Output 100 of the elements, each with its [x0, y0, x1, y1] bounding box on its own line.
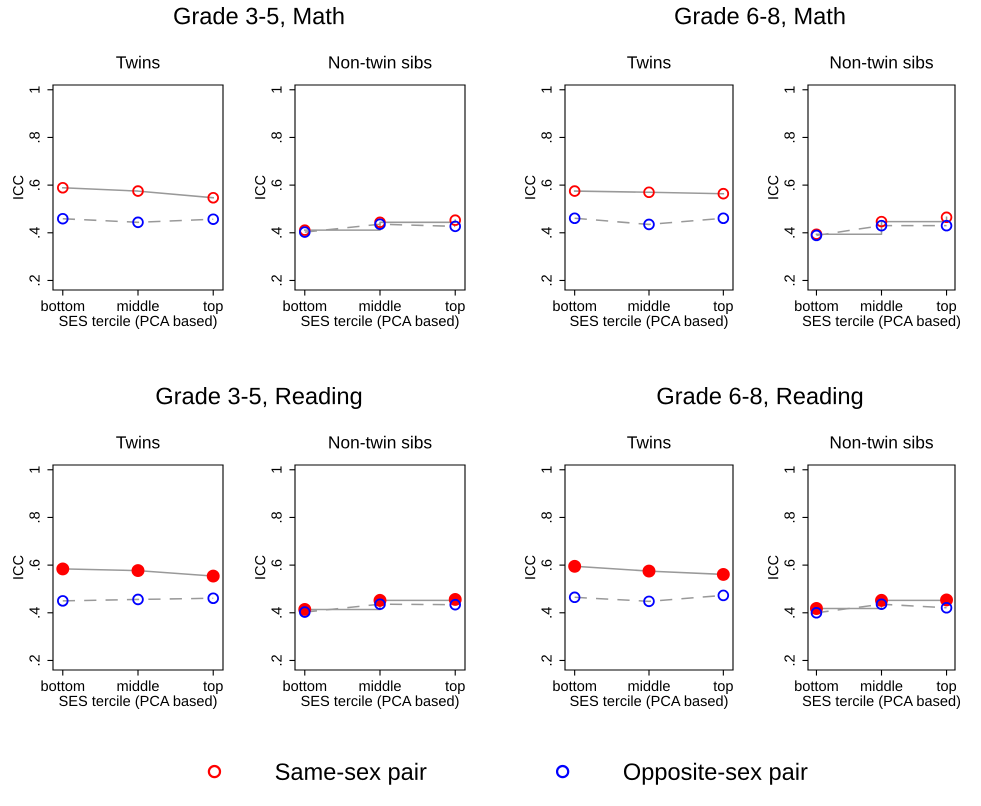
y-axis-title: ICC: [768, 556, 778, 579]
point: [716, 568, 730, 581]
y-tick-label: .8: [784, 512, 795, 522]
x-tick-label: middle: [860, 680, 902, 692]
chart-title: Grade 6-8, Reading: [658, 386, 862, 410]
y-tick-label: .4: [542, 227, 552, 238]
point: [642, 564, 656, 578]
x-axis-title: SES tercile (PCA based): [59, 695, 217, 709]
x-tick-label: bottom: [795, 680, 838, 692]
x-tick-label: middle: [359, 300, 401, 312]
y-tick-label: .2: [784, 275, 795, 286]
y-tick-label: 1: [30, 86, 40, 93]
x-tick-label: middle: [359, 680, 401, 692]
y-tick-label: 1: [542, 86, 552, 93]
y-axis-title: ICC: [525, 556, 536, 579]
x-tick-label: middle: [628, 680, 670, 692]
chart-subtitle: Twins: [627, 436, 671, 449]
y-tick-label: .6: [271, 560, 282, 570]
chart-subtitle: Non-twin sibs: [329, 56, 432, 69]
x-tick-label: top: [203, 302, 223, 314]
y-tick-label: .6: [784, 560, 795, 570]
point: [940, 220, 952, 232]
x-axis-title: SES tercile (PCA based): [301, 315, 459, 329]
y-tick-label: .6: [541, 560, 552, 570]
x-tick-label: top: [445, 302, 465, 314]
point: [643, 596, 655, 608]
y-tick-label: .6: [271, 180, 282, 190]
y-tick-label: .4: [30, 227, 40, 238]
point: [132, 564, 144, 578]
x-tick-label: bottom: [41, 300, 84, 312]
y-tick-label: .8: [271, 512, 282, 522]
point: [449, 220, 461, 232]
point: [449, 214, 461, 226]
y-tick-label: .2: [29, 655, 40, 666]
chart-subtitle: Twins: [116, 56, 160, 69]
y-axis-title: ICC: [13, 556, 24, 579]
point: [374, 598, 386, 610]
point: [718, 590, 730, 602]
x-axis-title: SES tercile (PCA based): [301, 695, 459, 709]
point: [568, 212, 580, 224]
x-tick-label: bottom: [283, 300, 326, 312]
x-tick-label: middle: [117, 300, 159, 312]
y-tick-label: .8: [784, 132, 795, 142]
x-tick-label: top: [936, 302, 956, 314]
y-tick-label: .4: [784, 607, 795, 618]
y-tick-label: .4: [272, 227, 282, 238]
point: [57, 212, 69, 224]
y-tick-label: .2: [784, 655, 795, 666]
point: [876, 598, 888, 610]
y-tick-label: .2: [541, 655, 552, 666]
chart-title: Grade 6-8, Math: [675, 6, 844, 28]
y-tick-label: 1: [542, 466, 552, 473]
point: [299, 606, 311, 618]
point: [568, 592, 580, 604]
chart-subtitle: Non-twin sibs: [329, 436, 432, 449]
point: [132, 185, 144, 197]
legend-label: Opposite-sex pair: [624, 762, 808, 785]
x-axis-title: SES tercile (PCA based): [802, 695, 960, 709]
point: [132, 594, 144, 606]
x-tick-label: top: [713, 682, 733, 694]
y-axis-title: ICC: [768, 176, 778, 199]
point: [940, 602, 952, 614]
point: [940, 212, 952, 224]
chart-subtitle: Twins: [627, 56, 671, 69]
chart-subtitle: Non-twin sibs: [830, 436, 933, 449]
y-tick-label: .8: [541, 132, 552, 142]
point: [568, 185, 580, 197]
point: [207, 213, 219, 225]
y-axis-title: ICC: [525, 176, 536, 199]
y-tick-label: .4: [542, 607, 552, 618]
chart-title: Grade 3-5, Reading: [156, 386, 362, 410]
y-tick-label: .4: [272, 607, 282, 618]
y-axis-title: ICC: [255, 176, 266, 199]
y-tick-label: 1: [30, 466, 40, 473]
point: [57, 182, 69, 194]
point: [643, 218, 655, 230]
point: [568, 560, 582, 573]
y-tick-label: .8: [271, 132, 282, 142]
x-tick-label: middle: [117, 680, 159, 692]
point: [718, 212, 730, 224]
x-tick-label: top: [713, 302, 733, 314]
x-tick-label: bottom: [553, 680, 596, 692]
x-tick-label: bottom: [283, 680, 326, 692]
y-tick-label: .6: [541, 180, 552, 190]
point: [810, 607, 822, 619]
legend-label: Same-sex pair: [276, 762, 426, 785]
point: [132, 216, 144, 228]
y-tick-label: .8: [541, 512, 552, 522]
point: [876, 216, 888, 228]
y-tick-label: 1: [272, 86, 282, 93]
y-tick-label: .6: [784, 180, 795, 190]
point: [207, 592, 219, 604]
point: [207, 192, 219, 204]
point: [643, 186, 655, 198]
y-tick-label: .2: [29, 275, 40, 286]
y-tick-label: .2: [271, 655, 282, 666]
y-tick-label: .6: [29, 560, 40, 570]
x-axis-title: SES tercile (PCA based): [802, 315, 960, 329]
y-tick-label: .8: [29, 512, 40, 522]
x-axis-title: SES tercile (PCA based): [570, 695, 728, 709]
